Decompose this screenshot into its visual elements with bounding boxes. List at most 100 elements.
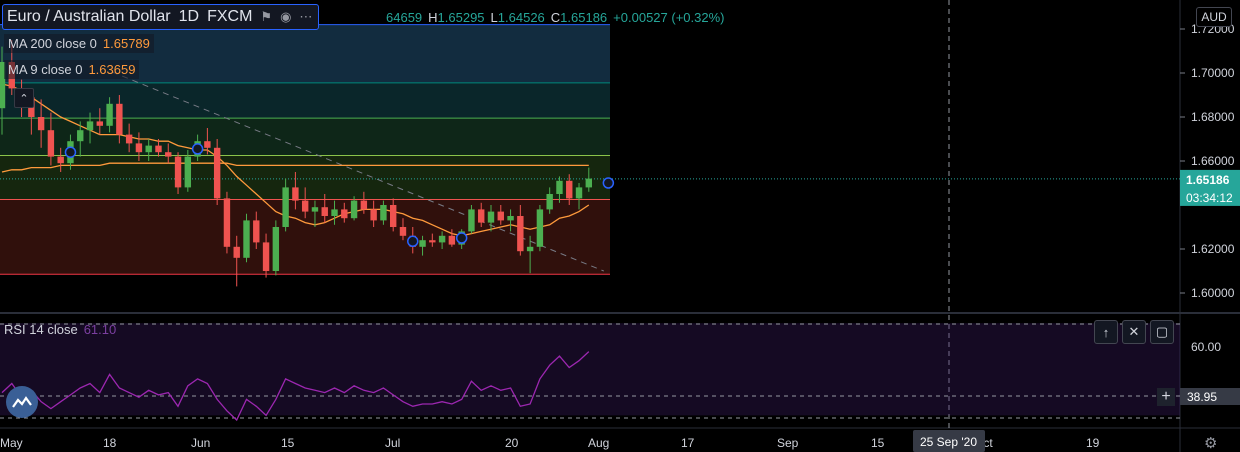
candle-body[interactable]: [57, 156, 64, 164]
ma9-legend[interactable]: MA 9 close 0 1.63659: [4, 60, 140, 79]
candle-body[interactable]: [272, 227, 280, 271]
candle-body[interactable]: [233, 246, 240, 258]
candle-body[interactable]: [321, 207, 328, 216]
candle-body[interactable]: [566, 180, 573, 199]
event-marker[interactable]: [407, 235, 419, 248]
open-value: 64659: [386, 10, 423, 25]
candle-body[interactable]: [448, 235, 456, 245]
event-marker[interactable]: [455, 232, 468, 244]
symbol-name[interactable]: Euro / Australian Dollar: [7, 8, 171, 25]
candle-body[interactable]: [184, 156, 192, 188]
chevron-up-icon: ⌃: [19, 92, 29, 105]
countdown-label: 03:34:12: [1186, 191, 1233, 205]
close-value: 1.65186: [560, 10, 608, 25]
fib-zone: [0, 82, 610, 119]
candle-body[interactable]: [165, 152, 172, 157]
rsi-legend[interactable]: RSI 14 close 61.10: [4, 322, 116, 337]
candle-body[interactable]: [47, 130, 55, 157]
candle-body[interactable]: [204, 141, 211, 148]
candle-body[interactable]: [517, 216, 524, 252]
gear-icon[interactable]: ⚙: [1204, 435, 1218, 452]
time-tick-label: 20: [505, 436, 519, 450]
candle-body[interactable]: [311, 207, 319, 212]
candle-body[interactable]: [429, 240, 436, 243]
candle-body[interactable]: [331, 209, 338, 216]
interval-label[interactable]: 1D: [178, 8, 200, 25]
time-tick-label: 19: [1086, 436, 1100, 450]
close-label: C: [550, 10, 561, 25]
candle-body[interactable]: [282, 187, 289, 227]
symbol-header[interactable]: Euro / Australian Dollar 1D FXCM ⚑ ◉ ⋯: [2, 4, 320, 30]
candle-body[interactable]: [301, 200, 309, 212]
ma200-legend[interactable]: MA 200 close 0 1.65789: [4, 34, 154, 53]
candle-body[interactable]: [243, 220, 250, 258]
candle-body[interactable]: [536, 209, 544, 247]
maximize-pane-button[interactable]: ▢: [1150, 320, 1174, 344]
time-tick-label: 15: [871, 436, 885, 450]
candle-body[interactable]: [438, 235, 446, 243]
candle-body[interactable]: [125, 134, 133, 144]
candle-body[interactable]: [556, 180, 563, 194]
candle-body[interactable]: [145, 145, 152, 153]
rsi-line[interactable]: [1, 351, 590, 422]
candle-body[interactable]: [419, 240, 426, 247]
candle-body[interactable]: [497, 211, 504, 221]
candle-body[interactable]: [106, 103, 113, 126]
candle-body[interactable]: [390, 205, 397, 227]
candle-body[interactable]: [399, 227, 407, 236]
candle-body[interactable]: [468, 209, 475, 232]
candle-body[interactable]: [360, 200, 368, 210]
candle-body[interactable]: [526, 246, 534, 252]
candle-body[interactable]: [96, 121, 103, 126]
candle-body[interactable]: [155, 145, 162, 153]
candle-body[interactable]: [37, 117, 45, 131]
event-marker[interactable]: [191, 143, 204, 155]
event-marker[interactable]: [64, 146, 77, 158]
time-tick-label: 18: [103, 436, 117, 450]
candle-body[interactable]: [0, 62, 6, 109]
eye-icon[interactable]: ◉: [280, 9, 292, 24]
candle-body[interactable]: [116, 103, 123, 135]
candle-body[interactable]: [223, 198, 231, 247]
collapse-legend-button[interactable]: ⌃: [14, 88, 34, 108]
time-tick-label: Aug: [588, 436, 609, 450]
candle-body[interactable]: [380, 205, 387, 221]
currency-button[interactable]: AUD: [1196, 7, 1232, 27]
candle-body[interactable]: [135, 143, 143, 153]
rsi-label: RSI 14 close: [4, 322, 78, 337]
candle-body[interactable]: [86, 121, 94, 131]
move-pane-up-button[interactable]: ↑: [1094, 320, 1118, 344]
candle-body[interactable]: [341, 209, 348, 219]
candle-body[interactable]: [575, 187, 583, 199]
candle-body[interactable]: [370, 209, 377, 221]
candle-body[interactable]: [546, 194, 553, 210]
candle-body[interactable]: [478, 209, 485, 223]
candle-body[interactable]: [350, 200, 358, 219]
close-pane-button[interactable]: ✕: [1122, 320, 1146, 344]
candle-body[interactable]: [77, 130, 84, 142]
flag-icon[interactable]: ⚑: [260, 9, 273, 24]
add-crosshair-button[interactable]: +: [1157, 388, 1175, 406]
up-arrow-icon: ↑: [1102, 324, 1110, 340]
tradingview-logo[interactable]: [6, 386, 38, 418]
candle-body[interactable]: [174, 156, 182, 188]
candle-body[interactable]: [585, 178, 592, 188]
ohlc-readout: 64659 H1.65295 L1.64526 C1.65186 +0.00527 (+…: [386, 10, 730, 25]
time-tick-label: 15: [281, 436, 295, 450]
candle-body[interactable]: [262, 242, 270, 271]
ma200-line[interactable]: [1, 162, 589, 173]
time-tick-label: Jul: [385, 436, 400, 450]
candle-body[interactable]: [507, 216, 514, 221]
candle-body[interactable]: [213, 147, 221, 199]
time-tick-label: 17: [681, 436, 695, 450]
last-price-label: 1.65186: [1186, 173, 1230, 187]
time-crosshair-badge: [913, 430, 985, 452]
rsi-band: [0, 323, 1180, 416]
candle-body[interactable]: [292, 187, 299, 201]
more-icon[interactable]: ⋯: [299, 9, 313, 24]
event-marker[interactable]: [602, 177, 615, 189]
candle-body[interactable]: [487, 211, 495, 223]
rsi-crosshair-badge: [1180, 388, 1240, 405]
candle-body[interactable]: [253, 220, 260, 243]
